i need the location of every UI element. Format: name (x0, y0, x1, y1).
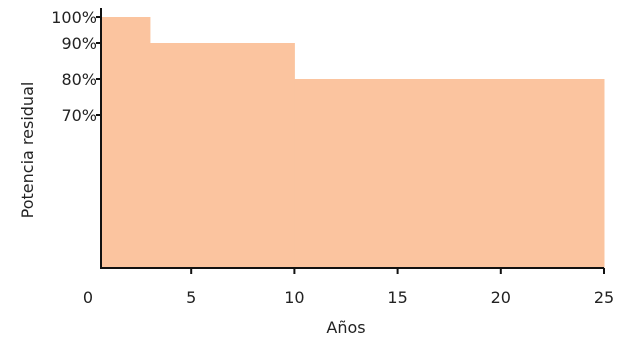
y-axis-title: Potencia residual (18, 82, 37, 219)
x-axis-title: Años (326, 318, 365, 337)
y-tick-label-100: 100% (51, 8, 97, 27)
x-tick-label-15: 15 (387, 288, 407, 307)
area-step-0-2 (294, 79, 605, 268)
y-tick-label-70: 70% (61, 106, 97, 125)
x-axis-ticks: 0 5 10 15 20 25 (83, 268, 614, 307)
y-tick-label-80: 80% (61, 70, 97, 89)
y-tick-label-90: 90% (61, 34, 97, 53)
y-axis-ticks: 70% 80% 90% 100% (51, 8, 101, 125)
area-step-0-0 (101, 17, 151, 268)
x-tick-label-10: 10 (284, 288, 304, 307)
plot-area (101, 17, 605, 268)
x-tick-label-20: 20 (491, 288, 511, 307)
x-tick-label-0: 0 (83, 288, 93, 307)
area-step-0-1 (149, 43, 295, 268)
x-tick-label-5: 5 (186, 288, 196, 307)
x-tick-label-25: 25 (594, 288, 614, 307)
